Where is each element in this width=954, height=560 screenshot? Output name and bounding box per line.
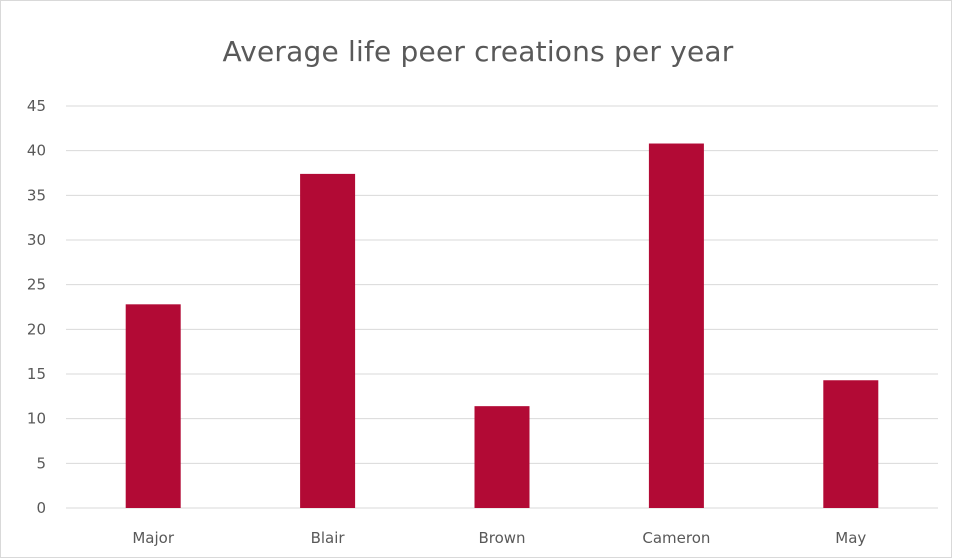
y-tick-label: 25 xyxy=(27,276,46,294)
y-tick-label: 40 xyxy=(27,142,46,160)
x-axis-tick-labels: Major Blair Brown Cameron May xyxy=(132,529,866,547)
x-tick-label-major: Major xyxy=(132,529,174,547)
x-tick-label-cameron: Cameron xyxy=(642,529,710,547)
y-tick-label: 20 xyxy=(27,320,46,338)
chart-title: Average life peer creations per year xyxy=(222,35,734,68)
y-tick-label: 35 xyxy=(27,186,46,204)
y-tick-label: 45 xyxy=(27,97,46,115)
x-tick-label-brown: Brown xyxy=(478,529,525,547)
bar-may xyxy=(823,380,879,508)
y-axis-tick-labels: 0 5 10 15 20 25 30 35 40 45 xyxy=(27,97,46,517)
y-tick-label: 10 xyxy=(27,410,46,428)
y-tick-label: 15 xyxy=(27,365,46,383)
y-tick-label: 5 xyxy=(36,454,46,472)
bar-brown xyxy=(474,406,530,508)
bar-blair xyxy=(300,173,356,509)
y-tick-label: 0 xyxy=(36,499,46,517)
bars xyxy=(125,143,879,509)
bar-major xyxy=(125,304,181,508)
bar-cameron xyxy=(648,143,704,508)
x-tick-label-blair: Blair xyxy=(311,529,346,547)
x-tick-label-may: May xyxy=(835,529,866,547)
y-tick-label: 30 xyxy=(27,231,46,249)
